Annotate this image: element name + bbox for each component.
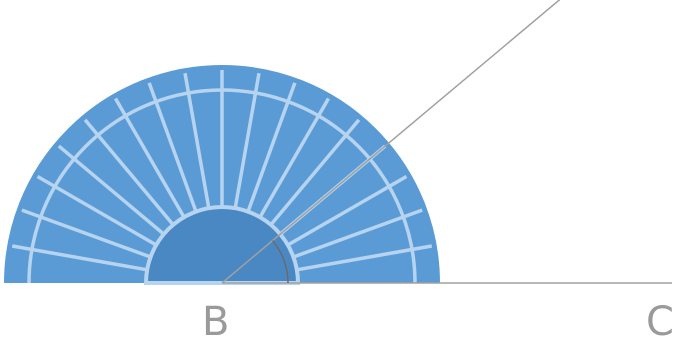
protractor-tick bbox=[233, 72, 261, 209]
protractor-mid-ring bbox=[27, 88, 417, 284]
protractor-tick bbox=[258, 97, 331, 219]
protractor-tick bbox=[286, 174, 408, 247]
protractor-tick bbox=[36, 174, 158, 247]
protractor-tick bbox=[269, 118, 361, 226]
protractor-tick bbox=[296, 244, 433, 272]
protractor-tick bbox=[246, 82, 297, 213]
protractor-tick bbox=[113, 97, 186, 219]
protractor-tick bbox=[83, 118, 175, 226]
ray-ba bbox=[221, 0, 561, 284]
point-label-b: B bbox=[202, 299, 230, 345]
protractor-ticks bbox=[11, 70, 433, 272]
protractor-tick bbox=[292, 208, 423, 259]
protractor-icon bbox=[4, 65, 440, 285]
angle-arc bbox=[271, 240, 289, 284]
protractor-tick bbox=[11, 244, 148, 272]
protractor-rim bbox=[4, 65, 440, 284]
protractor-tick bbox=[21, 208, 152, 259]
point-label-c: C bbox=[646, 299, 674, 345]
protractor-tick bbox=[57, 144, 165, 236]
protractor-tick bbox=[147, 82, 198, 213]
protractor-tick bbox=[183, 72, 211, 209]
protractor-inner-semicircle bbox=[143, 205, 301, 285]
